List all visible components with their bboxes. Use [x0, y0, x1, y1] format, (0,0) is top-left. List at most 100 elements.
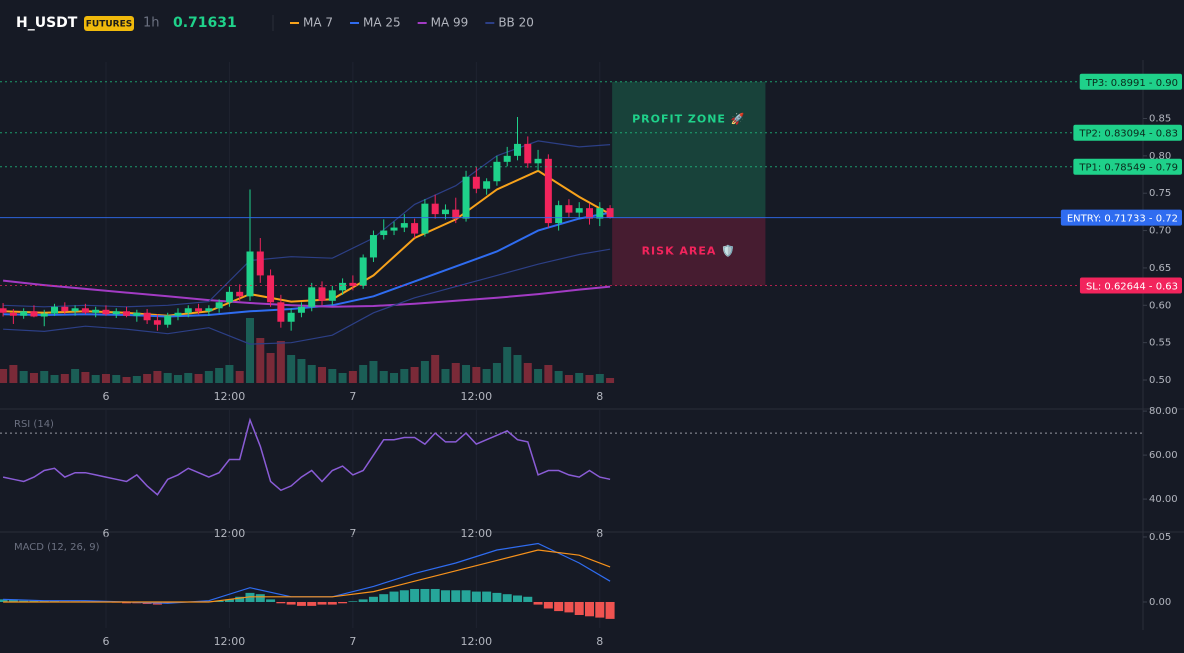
- level-tag-label: TP3: 0.8991 - 0.90: [1085, 78, 1178, 89]
- histogram-bar: [585, 601, 595, 617]
- histogram-bar: [224, 599, 234, 602]
- volume-bar: [60, 374, 69, 383]
- volume-bar: [9, 365, 18, 383]
- histogram-bar: [410, 588, 420, 602]
- histogram-bar: [399, 590, 409, 602]
- y-tick-label: 0.00: [1149, 597, 1171, 608]
- x-tick-label: 12:00: [214, 527, 246, 540]
- candle-body: [431, 203, 439, 215]
- zone: [612, 81, 766, 218]
- candle-body: [184, 308, 192, 313]
- panel-title: MACD (12, 26, 9): [14, 542, 100, 553]
- y-tick-label: 0.60: [1149, 300, 1171, 311]
- y-tick-label: 0.55: [1149, 338, 1171, 349]
- x-tick-label: 8: [596, 635, 603, 648]
- volume-bar: [91, 375, 100, 383]
- candle-body: [195, 308, 203, 312]
- candle-body: [277, 302, 285, 322]
- x-tick-label: 6: [102, 635, 109, 648]
- x-tick-label: 12:00: [460, 390, 492, 403]
- histogram-bar: [564, 601, 574, 613]
- candle-body: [205, 308, 213, 312]
- candle-body: [380, 230, 388, 236]
- volume-bar: [318, 367, 327, 383]
- volume-bar: [71, 369, 80, 383]
- volume-bar: [523, 363, 532, 383]
- candle-body: [411, 223, 419, 234]
- candle-body: [544, 158, 552, 224]
- candle-body: [92, 309, 100, 313]
- symbol: H_USDT: [16, 15, 78, 31]
- volume-bar: [462, 365, 471, 383]
- candle-body: [133, 312, 141, 316]
- legend-label: MA 25: [363, 16, 401, 30]
- level-tag: [1079, 73, 1182, 90]
- candle-body: [40, 313, 48, 317]
- y-tick-label: 0.70: [1149, 226, 1171, 237]
- candle-body: [503, 155, 511, 162]
- histogram-bar: [163, 601, 173, 604]
- candle-body: [606, 208, 614, 218]
- volume-bar: [503, 347, 512, 383]
- histogram-bar: [296, 601, 306, 606]
- volume-bar: [50, 375, 59, 383]
- volume-bar: [19, 371, 28, 383]
- y-tick-label: 60.00: [1149, 450, 1178, 461]
- histogram-bar: [39, 600, 49, 602]
- volume-bar: [431, 355, 440, 383]
- histogram-bar: [430, 588, 440, 602]
- histogram-bar: [286, 601, 296, 605]
- volume-bar: [451, 363, 460, 383]
- candle-body: [174, 312, 182, 316]
- candle-body: [287, 312, 295, 322]
- badge: FUTURES: [86, 20, 132, 30]
- candle-body: [483, 181, 491, 189]
- candle-body: [328, 290, 336, 301]
- volume-bar: [328, 369, 337, 383]
- volume-bar: [420, 361, 429, 383]
- candle-body: [71, 308, 79, 312]
- rsi-line: [2, 417, 611, 496]
- candle-body: [30, 311, 38, 317]
- candle-body: [586, 208, 594, 219]
- histogram-bar: [554, 601, 564, 612]
- histogram-bar: [368, 596, 378, 602]
- macd-line: [3, 549, 611, 603]
- histogram-bar: [29, 600, 39, 602]
- candle-body: [555, 205, 563, 224]
- volume-bar: [348, 371, 357, 383]
- volume-bar: [101, 374, 110, 383]
- legend-label: MA 7: [303, 16, 333, 30]
- histogram-bar: [348, 601, 358, 602]
- histogram-bar: [214, 600, 224, 602]
- zone-label: RISK AREA 🛡️: [642, 245, 736, 258]
- x-tick-label: 7: [349, 390, 356, 403]
- histogram-bar: [8, 599, 18, 602]
- y-tick-label: 0.80: [1149, 151, 1171, 162]
- candle-body: [9, 312, 17, 316]
- level-tag: [1073, 124, 1182, 141]
- x-tick-label: 6: [102, 390, 109, 403]
- y-tick-label: 80.00: [1149, 406, 1178, 417]
- x-tick-label: 7: [349, 527, 356, 540]
- candle-body: [236, 291, 244, 297]
- level-tag-label: SL: 0.62644 - 0.63: [1086, 282, 1178, 293]
- volume-bar: [307, 365, 316, 383]
- histogram-bar: [255, 594, 265, 602]
- histogram-bar: [307, 601, 317, 606]
- candle-body: [369, 235, 377, 258]
- candle-body: [575, 208, 583, 213]
- histogram-bar: [595, 601, 605, 618]
- candle-body: [534, 158, 542, 164]
- volume-bar: [215, 368, 224, 383]
- y-tick-label: 0.50: [1149, 375, 1171, 386]
- x-tick-label: 12:00: [214, 390, 246, 403]
- x-tick-label: 7: [349, 635, 356, 648]
- level-tag: [1073, 158, 1182, 175]
- candle-body: [493, 161, 501, 182]
- y-tick-label: 0.65: [1149, 263, 1171, 274]
- y-tick-label: 0.05: [1149, 532, 1171, 543]
- candle-body: [596, 208, 604, 219]
- candle-body: [225, 291, 233, 303]
